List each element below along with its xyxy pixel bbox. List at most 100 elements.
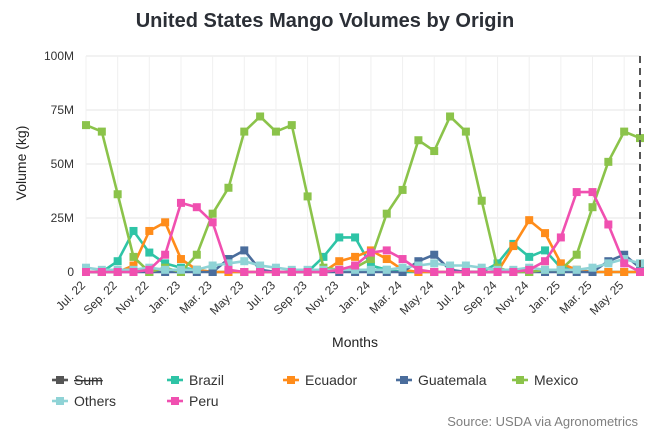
data-point-others[interactable] [588,263,597,272]
data-point-ecuador[interactable] [525,216,534,225]
data-point-mexico[interactable] [366,255,375,264]
data-point-peru[interactable] [366,248,375,257]
data-point-others[interactable] [366,265,375,274]
data-point-others[interactable] [161,265,170,274]
data-point-peru[interactable] [287,268,296,276]
data-point-peru[interactable] [525,265,534,274]
data-point-guatemala[interactable] [398,268,407,276]
data-point-mexico[interactable] [604,157,613,166]
data-point-peru[interactable] [636,268,644,276]
data-point-others[interactable] [351,265,360,274]
data-point-mexico[interactable] [430,147,439,156]
data-point-peru[interactable] [461,268,470,276]
data-point-brazil[interactable] [129,226,138,235]
data-point-ecuador[interactable] [335,257,344,266]
data-point-peru[interactable] [604,220,613,229]
data-point-peru[interactable] [477,268,486,276]
data-point-mexico[interactable] [382,209,391,218]
data-point-peru[interactable] [398,255,407,264]
data-point-others[interactable] [82,263,90,272]
data-point-peru[interactable] [129,268,138,276]
data-point-ecuador[interactable] [620,268,629,276]
data-point-peru[interactable] [572,188,581,197]
data-point-others[interactable] [240,257,249,266]
data-point-ecuador[interactable] [176,255,185,264]
data-point-mexico[interactable] [97,127,106,136]
data-point-peru[interactable] [351,261,360,270]
data-point-mexico[interactable] [113,190,122,199]
data-point-brazil[interactable] [145,248,154,257]
legend-item-mexico[interactable]: Mexico [512,372,579,388]
data-point-others[interactable] [382,265,391,274]
data-point-brazil[interactable] [319,252,328,261]
data-point-guatemala[interactable] [240,246,249,255]
data-point-mexico[interactable] [572,250,581,259]
data-point-others[interactable] [604,259,613,268]
data-point-mexico[interactable] [129,252,138,261]
data-point-others[interactable] [271,263,280,272]
data-point-peru[interactable] [556,233,565,242]
data-point-peru[interactable] [208,218,217,227]
data-point-mexico[interactable] [271,127,280,136]
data-point-others[interactable] [446,261,455,270]
data-point-mexico[interactable] [588,203,597,212]
data-point-mexico[interactable] [208,209,217,218]
data-point-others[interactable] [176,265,185,274]
data-point-others[interactable] [224,259,233,268]
data-point-peru[interactable] [620,259,629,268]
data-point-others[interactable] [477,263,486,272]
data-point-brazil[interactable] [541,246,550,255]
data-point-mexico[interactable] [287,121,296,130]
data-point-mexico[interactable] [82,121,90,130]
data-point-ecuador[interactable] [351,252,360,261]
data-point-brazil[interactable] [161,259,170,268]
data-point-mexico[interactable] [303,192,312,201]
data-point-mexico[interactable] [224,183,233,192]
data-point-ecuador[interactable] [556,259,565,268]
data-point-others[interactable] [572,265,581,274]
data-point-peru[interactable] [588,188,597,197]
data-point-mexico[interactable] [446,112,455,121]
data-point-guatemala[interactable] [636,263,644,272]
data-point-brazil[interactable] [525,252,534,261]
data-point-others[interactable] [461,261,470,270]
data-point-others[interactable] [414,261,423,270]
data-point-peru[interactable] [113,268,122,276]
data-point-others[interactable] [541,265,550,274]
data-point-peru[interactable] [493,268,502,276]
legend-item-brazil[interactable]: Brazil [167,372,224,388]
data-point-mexico[interactable] [620,127,629,136]
data-point-peru[interactable] [303,268,312,276]
data-point-peru[interactable] [335,265,344,274]
data-point-mexico[interactable] [414,136,423,145]
data-point-brazil[interactable] [113,257,122,266]
legend-item-ecuador[interactable]: Ecuador [283,372,357,388]
data-point-peru[interactable] [446,268,455,276]
data-point-mexico[interactable] [477,196,486,205]
data-point-mexico[interactable] [398,185,407,194]
legend-item-sum[interactable]: Sum [52,372,103,388]
data-point-guatemala[interactable] [588,268,597,276]
data-point-others[interactable] [556,265,565,274]
data-point-peru[interactable] [430,268,439,276]
data-point-peru[interactable] [97,268,106,276]
data-point-guatemala[interactable] [620,250,629,259]
data-point-others[interactable] [620,255,629,264]
data-point-peru[interactable] [145,265,154,274]
data-point-ecuador[interactable] [509,242,518,251]
data-point-peru[interactable] [176,198,185,207]
data-point-ecuador[interactable] [145,226,154,235]
data-point-others[interactable] [208,261,217,270]
data-point-peru[interactable] [541,257,550,266]
data-point-others[interactable] [192,265,201,274]
data-point-guatemala[interactable] [208,268,217,276]
data-point-ecuador[interactable] [161,218,170,227]
data-point-peru[interactable] [192,203,201,212]
data-point-mexico[interactable] [636,134,644,143]
data-point-brazil[interactable] [351,233,360,242]
data-point-ecuador[interactable] [382,255,391,264]
data-point-brazil[interactable] [335,233,344,242]
data-point-peru[interactable] [224,265,233,274]
legend-item-peru[interactable]: Peru [167,393,219,409]
data-point-peru[interactable] [161,250,170,259]
